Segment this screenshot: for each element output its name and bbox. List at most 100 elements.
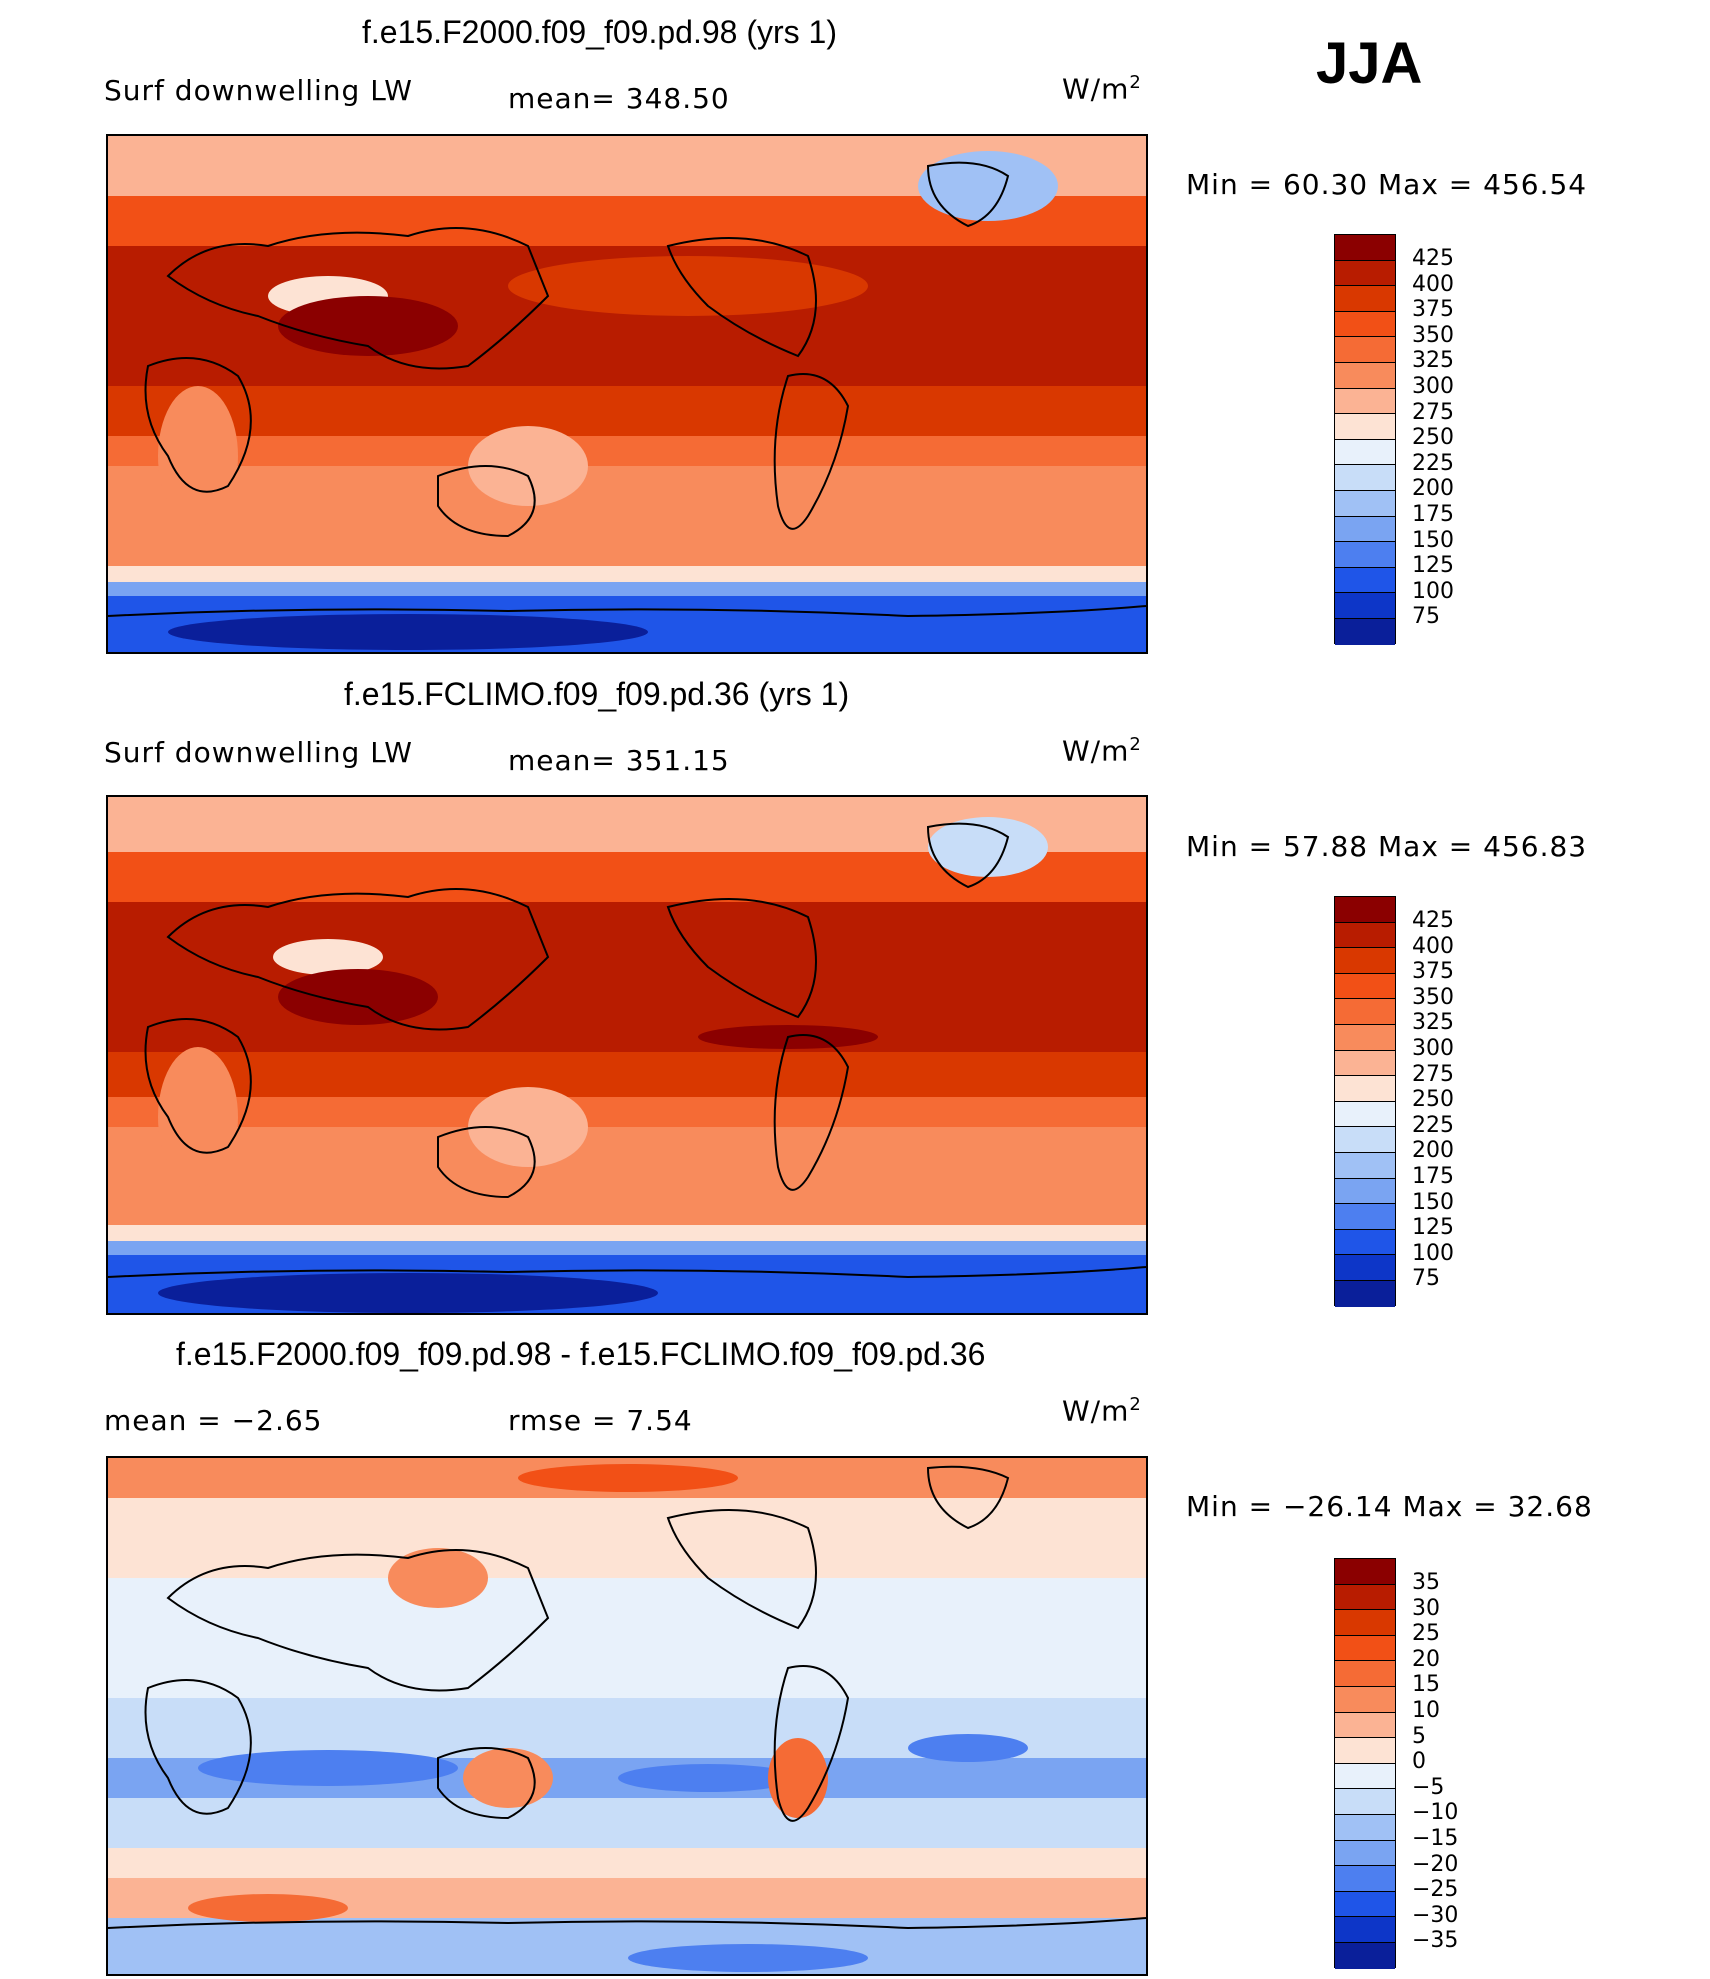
field-blob	[518, 1464, 738, 1492]
colorbar-tick-label: −10	[1412, 1800, 1459, 1825]
panel3-rmse-label: rmse = 7.54	[508, 1404, 693, 1437]
field-blob	[273, 939, 383, 975]
colorbar-tick-label: −20	[1412, 1852, 1459, 1877]
colorbar-tick-label: −35	[1412, 1928, 1459, 1953]
colorbar-swatch	[1335, 516, 1395, 543]
field-blob	[468, 426, 588, 506]
field-band	[108, 386, 1146, 436]
coastline	[926, 1465, 1010, 1530]
colorbar-tick-label: 400	[1412, 272, 1454, 297]
colorbar-swatch	[1335, 439, 1395, 466]
colorbar-tick-label: −5	[1412, 1775, 1445, 1800]
colorbar-swatch	[1335, 1661, 1395, 1687]
colorbar-tick-label: 300	[1412, 374, 1454, 399]
field-blob	[928, 817, 1048, 877]
colorbar-swatch	[1335, 1635, 1395, 1662]
colorbar-tick-label: 125	[1412, 553, 1454, 578]
coastline	[666, 898, 817, 1019]
colorbar-swatch	[1335, 465, 1395, 491]
panel3-map	[106, 1456, 1148, 1976]
colorbar-tick-label: 275	[1412, 1062, 1454, 1087]
coastline	[666, 237, 817, 358]
field-blob	[918, 151, 1058, 221]
panel2-minmax: Min = 57.88 Max = 456.83	[1186, 830, 1588, 863]
colorbar-tick-label: −30	[1412, 1903, 1459, 1928]
panel3-minmax: Min = −26.14 Max = 32.68	[1186, 1490, 1593, 1523]
colorbar-tick-label: 30	[1412, 1596, 1440, 1621]
field-band	[108, 1798, 1146, 1848]
field-blob	[168, 614, 648, 650]
colorbar-swatch	[1335, 1917, 1395, 1943]
colorbar-swatch	[1335, 1024, 1395, 1051]
panel3-colorbar	[1334, 1558, 1396, 1969]
coastline	[437, 465, 536, 538]
field-blob	[278, 296, 458, 356]
colorbar-swatch	[1335, 1229, 1395, 1256]
colorbar-swatch	[1335, 1686, 1395, 1713]
colorbar-tick-label: 150	[1412, 528, 1454, 553]
field-band	[108, 582, 1146, 596]
colorbar-swatch	[1335, 337, 1395, 363]
colorbar-tick-label: 125	[1412, 1215, 1454, 1240]
colorbar-tick-label: −25	[1412, 1877, 1459, 1902]
colorbar-tick-label: 35	[1412, 1570, 1440, 1595]
colorbar-swatch	[1335, 362, 1395, 389]
panel2-title: f.e15.FCLIMO.f09_f09.pd.36 (yrs 1)	[344, 676, 850, 712]
colorbar-swatch	[1335, 948, 1395, 974]
coastline	[166, 888, 550, 1031]
colorbar-tick-label: 10	[1412, 1698, 1440, 1723]
colorbar-tick-label: 20	[1412, 1647, 1440, 1672]
colorbar-swatch	[1335, 593, 1395, 619]
panel1-colorbar	[1334, 234, 1396, 645]
colorbar-swatch	[1335, 1255, 1395, 1281]
panel1-minmax: Min = 60.30 Max = 456.54	[1186, 168, 1588, 201]
panel3-units: W/m2	[1062, 1394, 1142, 1428]
colorbar-swatch	[1335, 922, 1395, 949]
panel1-variable-label: Surf downwelling LW	[104, 74, 413, 107]
colorbar-tick-label: 350	[1412, 985, 1454, 1010]
field-band	[108, 436, 1146, 466]
field-band	[108, 1578, 1146, 1698]
field-band	[108, 566, 1146, 582]
panel3-title: f.e15.F2000.f09_f09.pd.98 - f.e15.FCLIMO…	[176, 1336, 986, 1372]
colorbar-swatch	[1335, 1559, 1395, 1585]
coastline	[144, 357, 252, 493]
colorbar-swatch	[1335, 388, 1395, 415]
panel2-units: W/m2	[1062, 734, 1142, 768]
coastline	[144, 1679, 252, 1815]
colorbar-swatch	[1335, 542, 1395, 568]
colorbar-tick-label: 375	[1412, 959, 1454, 984]
colorbar-tick-label: 325	[1412, 1010, 1454, 1035]
colorbar-tick-label: 350	[1412, 323, 1454, 348]
colorbar-swatch	[1335, 1178, 1395, 1205]
field-blob	[468, 1087, 588, 1167]
colorbar-swatch	[1335, 567, 1395, 594]
colorbar-tick-label: 375	[1412, 297, 1454, 322]
colorbar-swatch	[1335, 1866, 1395, 1892]
colorbar-tick-label: 75	[1412, 1266, 1440, 1291]
coastline	[926, 822, 1010, 889]
field-blob	[198, 1750, 458, 1786]
colorbar-swatch	[1335, 260, 1395, 287]
field-blob	[158, 1273, 658, 1313]
field-band	[108, 902, 1146, 1052]
field-band	[108, 1498, 1146, 1578]
colorbar-tick-label: 325	[1412, 348, 1454, 373]
colorbar-tick-label: 400	[1412, 934, 1454, 959]
coastline	[437, 1126, 536, 1199]
colorbar-swatch	[1335, 1712, 1395, 1739]
panel1-mean-label: mean= 348.50	[508, 82, 730, 115]
colorbar-swatch	[1335, 1050, 1395, 1077]
panel2-colorbar	[1334, 896, 1396, 1307]
field-blob	[188, 1894, 348, 1922]
coastline	[108, 1917, 1146, 1930]
season-label: JJA	[1316, 31, 1423, 96]
colorbar-tick-label: 300	[1412, 1036, 1454, 1061]
colorbar-swatch	[1335, 235, 1395, 261]
field-blob	[388, 1548, 488, 1608]
panel3-mean-label: mean = −2.65	[104, 1404, 323, 1437]
colorbar-tick-label: 0	[1412, 1749, 1426, 1774]
panel2-mean-label: mean= 351.15	[508, 744, 730, 777]
colorbar-swatch	[1335, 1814, 1395, 1841]
field-blob	[278, 969, 438, 1025]
